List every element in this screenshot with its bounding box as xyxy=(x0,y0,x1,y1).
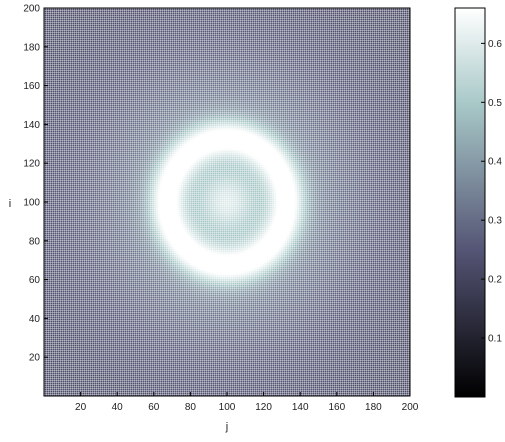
x-tick-label: 80 xyxy=(185,402,197,413)
colorbar-tick-label: 0.2 xyxy=(488,275,502,286)
x-tick-label: 120 xyxy=(255,402,272,413)
grid-overlay xyxy=(44,8,410,396)
y-tick-label: 180 xyxy=(23,42,40,53)
colorbar-ticks: 0.1 0.2 0.3 0.4 0.5 0.6 xyxy=(481,39,502,345)
y-axis-label: i xyxy=(9,198,11,210)
y-tick-label: 60 xyxy=(29,275,41,286)
y-tick-label: 200 xyxy=(23,4,40,15)
x-tick-label: 60 xyxy=(148,402,160,413)
colorbar-tick-label: 0.3 xyxy=(488,216,502,227)
colorbar-tick-label: 0.6 xyxy=(488,39,502,50)
colorbar-tick-label: 0.1 xyxy=(488,334,502,345)
x-axis-label: j xyxy=(225,421,228,433)
y-tick-label: 100 xyxy=(23,198,40,209)
y-tick-label: 120 xyxy=(23,159,40,170)
heatmap-plot-area xyxy=(43,7,411,397)
y-tick-label: 20 xyxy=(29,353,41,364)
x-tick-label: 40 xyxy=(112,402,124,413)
colorbar-tick-label: 0.4 xyxy=(488,157,502,168)
colorbar-tick-label: 0.5 xyxy=(488,98,502,109)
y-tick-label: 40 xyxy=(29,314,41,325)
x-tick-label: 200 xyxy=(402,402,419,413)
colorbar-gradient xyxy=(454,7,486,398)
x-tick-label: 180 xyxy=(365,402,382,413)
colorbar: 0.1 0.2 0.3 0.4 0.5 0.6 xyxy=(454,7,502,398)
y-tick-label: 80 xyxy=(29,236,41,247)
y-axis: 20 40 60 80 100 120 140 160 180 200 xyxy=(23,4,48,364)
x-tick-label: 160 xyxy=(328,402,345,413)
y-tick-label: 140 xyxy=(23,120,40,131)
y-tick-label: 160 xyxy=(23,81,40,92)
x-axis: 20 40 60 80 100 120 140 160 180 200 xyxy=(75,392,419,413)
x-tick-label: 140 xyxy=(292,402,309,413)
x-tick-label: 20 xyxy=(75,402,87,413)
x-tick-label: 100 xyxy=(219,402,236,413)
